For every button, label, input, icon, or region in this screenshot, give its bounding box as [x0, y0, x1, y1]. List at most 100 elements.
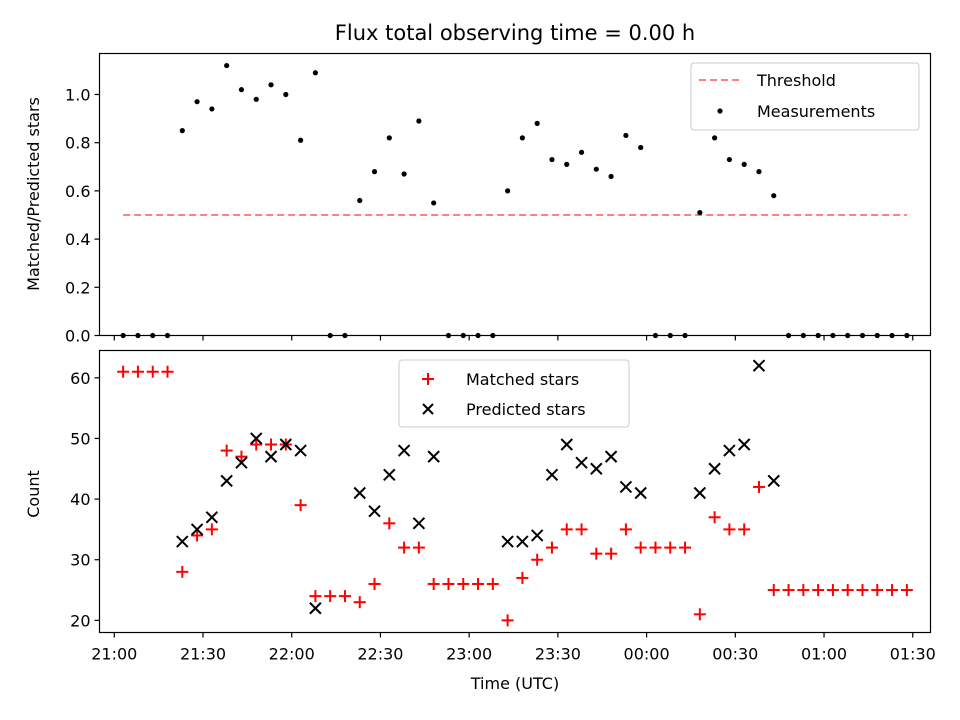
matched-star-point	[205, 523, 218, 536]
matched-star-point	[679, 541, 692, 554]
measurement-point	[268, 82, 274, 88]
top-y-tick-label: 0.2	[65, 278, 90, 297]
measurement-point	[283, 91, 289, 98]
matched-star-point	[900, 584, 913, 597]
predicted-star-point	[264, 450, 278, 463]
predicted-star-point	[309, 602, 322, 615]
measurement-point	[431, 200, 437, 206]
predicted-star-point	[634, 486, 647, 500]
measurement-point	[756, 169, 762, 175]
bottom-y-ticks: 20 30 40 50 60	[70, 369, 100, 630]
predicted-star-point	[235, 456, 248, 469]
matched-star-point	[250, 438, 263, 451]
measurement-point	[623, 132, 629, 139]
x-tick-label: 22:30	[357, 645, 403, 664]
x-axis-label: Time (UTC)	[470, 674, 559, 693]
matched-star-point	[442, 577, 455, 590]
top-y-tick-label: 0.8	[65, 134, 90, 153]
matched-star-point	[767, 584, 780, 597]
x-tick-label: 21:00	[91, 645, 137, 664]
matched-star-point	[383, 517, 396, 530]
measurement-point	[179, 128, 185, 134]
predicted-star-point	[545, 468, 559, 482]
measurement-point	[357, 197, 363, 204]
matched-star-point	[871, 584, 884, 597]
predicted-star-point	[619, 480, 633, 494]
measurement-point	[238, 87, 245, 93]
predicted-star-point	[575, 456, 588, 469]
matched-star-point	[146, 365, 159, 378]
matched-star-point	[457, 577, 470, 590]
measurement-point	[401, 171, 407, 177]
top-legend-box	[690, 62, 920, 131]
legend-measurements-label: Measurements	[757, 102, 875, 121]
x-tick-label: 00:30	[712, 645, 758, 664]
measurement-point	[549, 156, 555, 163]
top-x-ticks	[113, 335, 914, 341]
predicted-star-point	[560, 438, 573, 451]
top-y-ticks: 0.0 0.2 0.4 0.6 0.8 1.0	[65, 85, 100, 346]
predicted-star-point	[397, 444, 411, 457]
x-tick-label: 23:00	[446, 645, 492, 664]
matched-star-point	[531, 553, 544, 566]
matched-star-point	[605, 547, 618, 560]
legend-matched-label: Matched stars	[466, 370, 579, 389]
matched-star-point	[723, 523, 736, 536]
matched-star-point	[545, 541, 558, 554]
predicted-star-point	[708, 462, 721, 475]
legend-measurements-swatch	[717, 108, 723, 114]
bottom-legend-box	[398, 359, 630, 428]
x-tick-label: 21:30	[180, 645, 226, 664]
bottom-y-tick-label: 60	[70, 369, 90, 388]
measurement-point	[416, 118, 422, 124]
measurement-point	[297, 137, 304, 143]
matched-star-point	[324, 590, 337, 603]
matched-star-point	[841, 584, 854, 597]
bottom-y-tick-label: 40	[70, 490, 90, 509]
matched-star-point	[353, 596, 366, 609]
matched-star-point	[191, 529, 204, 542]
legend-predicted-label: Predicted stars	[466, 400, 586, 419]
x-tick-label: 01:30	[890, 645, 936, 664]
matched-star-point	[826, 584, 839, 597]
matched-star-point	[575, 523, 588, 536]
matched-star-point	[664, 541, 677, 554]
bottom-axes-frame	[98, 349, 932, 634]
matched-star-point	[472, 577, 485, 590]
matched-star-point	[516, 571, 529, 584]
bottom-plot: 21:00 21:30 22:00 22:30 23:00 23:30 00:00 00:30…	[70, 349, 936, 664]
matched-star-point	[797, 584, 810, 597]
bottom-legend: Matched stars Predicted stars	[398, 359, 630, 428]
bottom-y-tick-label: 50	[70, 429, 90, 448]
predicted-star-point	[294, 444, 307, 457]
measurement-point	[194, 99, 200, 105]
predicted-star-point	[530, 529, 544, 542]
top-y-axis-label: Matched/Predicted stars	[24, 97, 43, 291]
predicted-star-point	[604, 450, 618, 463]
predicted-star-point	[767, 474, 780, 488]
top-y-tick-label: 0.6	[65, 182, 90, 201]
matched-star-point	[368, 577, 381, 590]
predicted-star-point	[368, 505, 381, 518]
measurement-point	[593, 166, 599, 172]
top-axes-frame	[98, 52, 932, 337]
matched-star-point	[176, 565, 189, 578]
measurement-point	[564, 161, 570, 167]
x-tick-label: 22:00	[269, 645, 315, 664]
matched-star-point	[886, 584, 899, 597]
matched-star-point	[812, 584, 825, 597]
matched-star-point	[427, 577, 440, 590]
matched-star-point	[220, 444, 233, 457]
measurement-point	[726, 156, 733, 163]
matched-star-point	[486, 577, 499, 590]
matched-star-point	[738, 523, 751, 536]
measurement-point	[386, 135, 392, 141]
matched-star-point	[235, 450, 248, 463]
bottom-x-ticks: 21:00 21:30 22:00 22:30 23:00 23:30 00:00 00:30…	[91, 632, 936, 664]
predicted-star-point	[723, 444, 736, 457]
top-y-tick-label: 0.0	[65, 327, 90, 346]
top-chart-title: Flux total observing time = 0.00 h	[335, 21, 695, 45]
matched-star-point	[856, 584, 869, 597]
predicted-star-point	[752, 359, 766, 372]
matched-star-point	[294, 499, 307, 512]
